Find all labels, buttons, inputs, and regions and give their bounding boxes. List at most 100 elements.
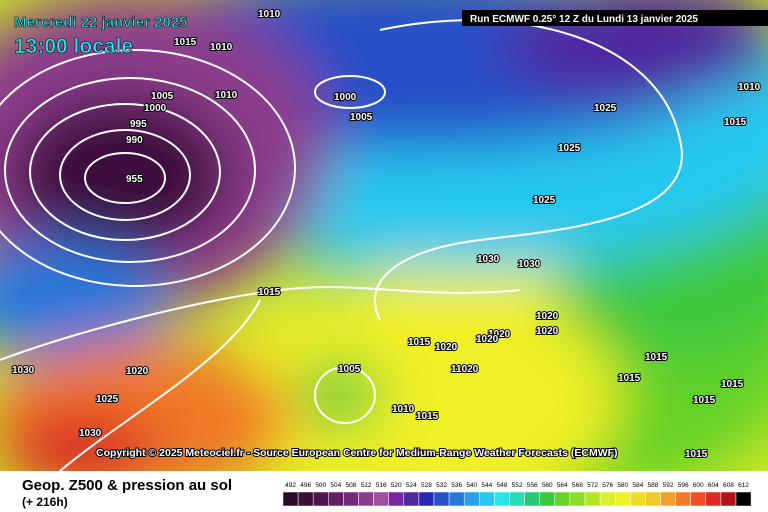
isobar [59, 129, 191, 221]
legend-label: 612 [738, 482, 749, 489]
legend-swatch [479, 491, 495, 507]
legend-label: 600 [693, 482, 704, 489]
isobar-label: 1030 [518, 259, 541, 270]
legend-label: 540 [466, 482, 477, 489]
legend-label: 572 [587, 482, 598, 489]
legend-swatch [343, 491, 359, 507]
isobar-label: 1015 [416, 411, 439, 422]
legend-swatch [539, 491, 556, 507]
isobar [4, 77, 256, 263]
legend-swatch [388, 491, 405, 507]
legend-label: 524 [406, 482, 417, 489]
legend-swatch [554, 491, 571, 507]
isobar [0, 49, 296, 287]
legend-label: 552 [512, 482, 523, 489]
isobar-label: 1015 [645, 352, 668, 363]
isobar-label: 995 [130, 119, 147, 130]
isobar-label: 955 [126, 174, 143, 185]
legend-swatch [675, 491, 691, 507]
isobar-label: 1020 [435, 342, 458, 353]
legend-label: 608 [723, 482, 734, 489]
isobar-label: 990 [126, 135, 143, 146]
isobar-label: 1020 [488, 329, 511, 340]
copyright: Copyright © 2025 Meteociel.fr - Source E… [96, 447, 618, 459]
isobar-label: 1000 [144, 103, 167, 114]
isobar-label: 1010 [738, 82, 761, 93]
legend-label: 560 [542, 482, 553, 489]
legend-swatch [524, 491, 540, 507]
legend-swatch [358, 491, 374, 507]
legend-label: 576 [602, 482, 613, 489]
isobar-label: 1015 [174, 37, 197, 48]
legend-swatch [645, 491, 661, 507]
legend-swatch [403, 491, 420, 507]
legend-label: 520 [391, 482, 402, 489]
isobar [59, 299, 261, 472]
legend-label: 592 [663, 482, 674, 489]
isobar-label: 1010 [210, 42, 233, 53]
legend-label: 516 [376, 482, 387, 489]
isobar [314, 366, 376, 424]
legend-swatch [328, 491, 344, 507]
isobar [84, 152, 166, 204]
legend-label: 500 [315, 482, 326, 489]
legend-swatch [282, 491, 299, 507]
isobar-label: 1010 [392, 404, 415, 415]
legend-label: 548 [497, 482, 508, 489]
isobar-label: 1015 [685, 449, 708, 460]
legend-swatch [312, 491, 329, 507]
legend-label: 536 [451, 482, 462, 489]
isobar-label: 1010 [215, 90, 238, 101]
isobar-label: 1025 [96, 394, 119, 405]
isobar-label: 1020 [536, 311, 559, 322]
isobar-label: 1015 [693, 395, 716, 406]
legend-label: 580 [617, 482, 628, 489]
legend-swatch [297, 491, 314, 507]
legend-label: 492 [285, 482, 296, 489]
isobar-label: 1025 [558, 143, 581, 154]
isobar [29, 103, 221, 241]
isobar [314, 75, 386, 109]
date: Mercredi 22 janvier 2025 [14, 14, 187, 31]
legend-swatch [630, 491, 646, 507]
legend-label: 504 [330, 482, 341, 489]
legend-swatch [705, 491, 722, 507]
legend-label: 512 [361, 482, 372, 489]
isobar-label: 1015 [721, 379, 744, 390]
isobar-label: 1005 [151, 91, 174, 102]
legend-label: 588 [648, 482, 659, 489]
legend-label: 604 [708, 482, 719, 489]
footer-title: Geop. Z500 & pression au sol [22, 477, 232, 494]
isobar-label: 1000 [334, 92, 357, 103]
legend-label: 528 [421, 482, 432, 489]
legend-swatch [569, 491, 586, 507]
isobar-label: 1020 [476, 334, 499, 345]
isobar-label: 1015 [258, 287, 281, 298]
isobar-label: 1030 [477, 254, 500, 265]
isobar-label: 1030 [12, 365, 35, 376]
isobars [0, 19, 683, 472]
run-box [462, 10, 768, 26]
isobar-label: 1020 [126, 366, 149, 377]
legend-swatch [494, 491, 510, 507]
legend-swatch [599, 491, 616, 507]
isobar-label: 1010 [258, 9, 281, 20]
isobar-label: 1025 [533, 195, 556, 206]
isobar-label: 1015 [724, 117, 747, 128]
isobar [374, 19, 683, 321]
legend-swatch [418, 491, 435, 507]
legend-label: 556 [527, 482, 538, 489]
color-legend: 492 496 500 504 508 512 516 520 524 528 532 536 540 5… [282, 482, 752, 507]
legend-label: 596 [678, 482, 689, 489]
run-info: Run ECMWF 0.25° 12 Z du Lundi 13 janvier… [470, 14, 698, 25]
legend-swatch [584, 491, 601, 507]
legend-swatch [660, 491, 676, 507]
isobar-label: 1015 [618, 373, 641, 384]
legend-swatch [720, 491, 737, 507]
legend-swatch [509, 491, 525, 507]
isobar-label: 11020 [451, 364, 479, 375]
isobar [0, 286, 521, 361]
